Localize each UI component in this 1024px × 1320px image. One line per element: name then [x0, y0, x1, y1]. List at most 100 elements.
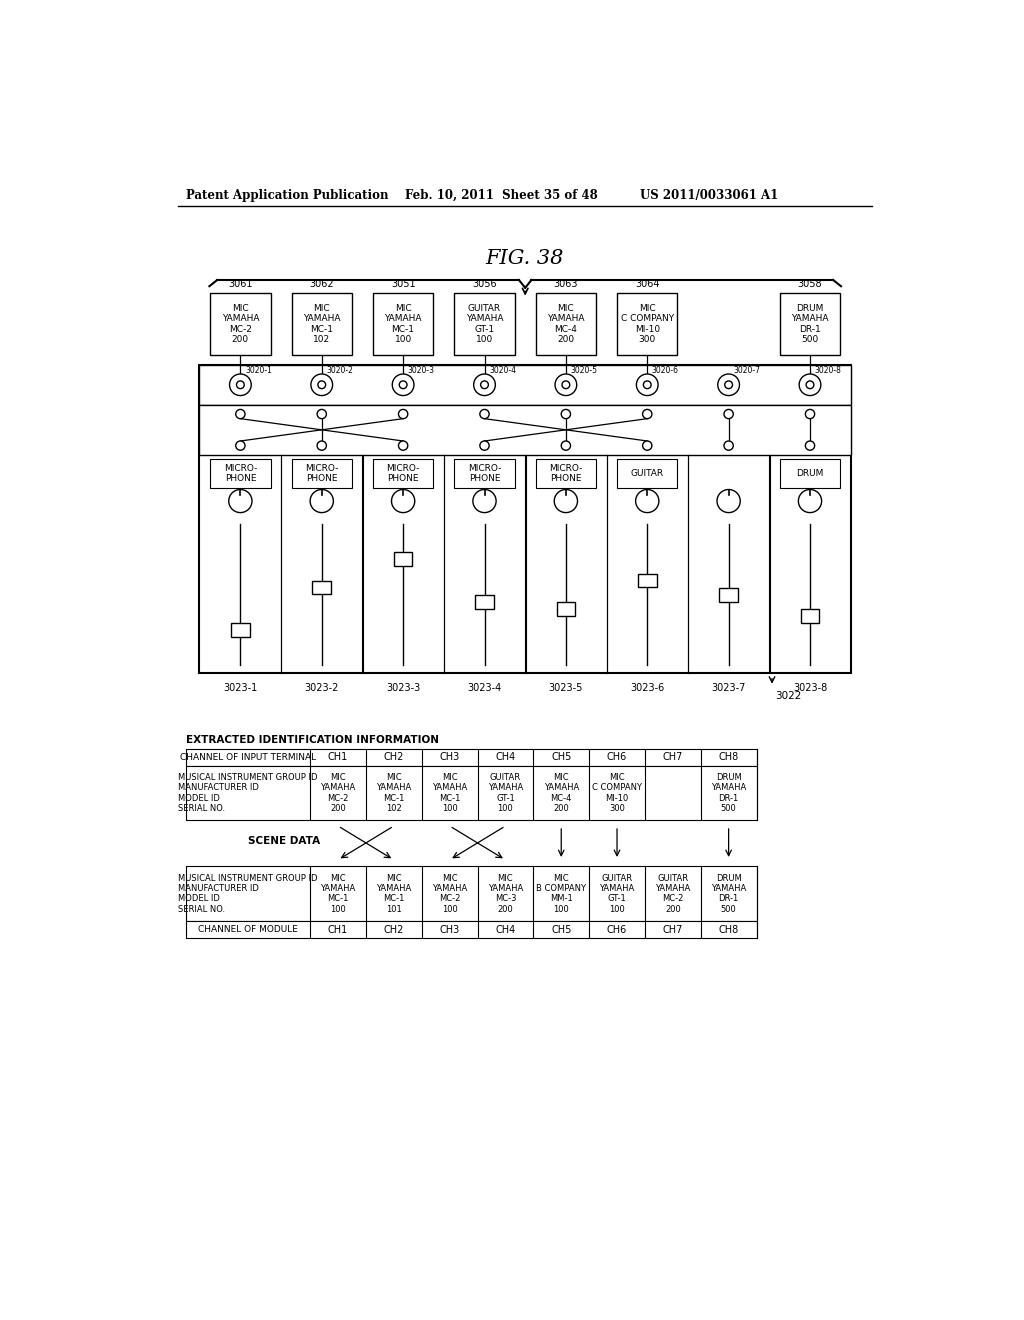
Circle shape: [392, 374, 414, 396]
Circle shape: [643, 381, 651, 388]
Text: CH8: CH8: [719, 925, 738, 935]
Text: MIC
YAMAHA
MC-1
102: MIC YAMAHA MC-1 102: [303, 304, 341, 345]
Text: MICRO-
PHONE: MICRO- PHONE: [305, 463, 339, 483]
Text: DRUM
YAMAHA
DR-1
500: DRUM YAMAHA DR-1 500: [792, 304, 828, 345]
Text: CH5: CH5: [551, 925, 571, 935]
Text: MIC
B COMPANY
MM-1
100: MIC B COMPANY MM-1 100: [537, 874, 586, 913]
Bar: [373, 459, 433, 488]
Bar: [312, 581, 331, 594]
Circle shape: [398, 409, 408, 418]
Text: MICRO-
PHONE: MICRO- PHONE: [223, 463, 257, 483]
Circle shape: [480, 409, 489, 418]
Text: MUSICAL INSTRUMENT GROUP ID
MANUFACTURER ID
MODEL ID
SERIAL NO.: MUSICAL INSTRUMENT GROUP ID MANUFACTURER…: [178, 772, 317, 813]
Text: 3023-7: 3023-7: [712, 684, 745, 693]
Circle shape: [555, 374, 577, 396]
Text: CH1: CH1: [328, 925, 348, 935]
Circle shape: [805, 441, 815, 450]
Bar: [719, 587, 738, 602]
Text: 3020-5: 3020-5: [570, 367, 598, 375]
Text: CH6: CH6: [607, 752, 627, 763]
Text: GUITAR
YAMAHA
GT-1
100: GUITAR YAMAHA GT-1 100: [466, 304, 503, 345]
Text: DRUM
YAMAHA
DR-1
500: DRUM YAMAHA DR-1 500: [711, 772, 746, 813]
Bar: [231, 623, 250, 636]
Text: CH1: CH1: [328, 752, 348, 763]
Text: 3064: 3064: [635, 279, 659, 289]
Text: MIC
C COMPANY
MI-10
300: MIC C COMPANY MI-10 300: [592, 772, 642, 813]
Bar: [779, 293, 841, 355]
Text: MIC
YAMAHA
MC-4
200: MIC YAMAHA MC-4 200: [547, 304, 585, 345]
Text: 3023-1: 3023-1: [223, 684, 257, 693]
Circle shape: [636, 490, 658, 512]
Bar: [200, 364, 851, 405]
Text: Feb. 10, 2011  Sheet 35 of 48: Feb. 10, 2011 Sheet 35 of 48: [406, 189, 598, 202]
Circle shape: [561, 441, 570, 450]
Circle shape: [317, 409, 327, 418]
Bar: [186, 866, 757, 921]
Circle shape: [724, 441, 733, 450]
Text: CH7: CH7: [663, 925, 683, 935]
Circle shape: [643, 441, 652, 450]
Circle shape: [554, 490, 578, 512]
Circle shape: [724, 409, 733, 418]
Circle shape: [229, 374, 251, 396]
Text: 3020-1: 3020-1: [245, 367, 272, 375]
Bar: [292, 459, 352, 488]
Text: MICRO-
PHONE: MICRO- PHONE: [386, 463, 420, 483]
Text: CH4: CH4: [496, 752, 515, 763]
Bar: [186, 748, 757, 766]
Text: MIC
YAMAHA
MC-4
200: MIC YAMAHA MC-4 200: [544, 772, 579, 813]
Text: MIC
YAMAHA
MC-1
101: MIC YAMAHA MC-1 101: [376, 874, 412, 913]
Circle shape: [236, 409, 245, 418]
Text: CH7: CH7: [663, 752, 683, 763]
Bar: [186, 921, 757, 939]
Text: MIC
YAMAHA
MC-1
100: MIC YAMAHA MC-1 100: [384, 304, 422, 345]
Text: DRUM: DRUM: [797, 469, 823, 478]
Text: CH2: CH2: [384, 752, 404, 763]
Text: CHANNEL OF INPUT TERMINAL: CHANNEL OF INPUT TERMINAL: [180, 752, 316, 762]
Text: 3020-7: 3020-7: [733, 367, 760, 375]
Circle shape: [236, 441, 245, 450]
Circle shape: [725, 381, 732, 388]
Bar: [200, 364, 851, 673]
Text: 3020-8: 3020-8: [815, 367, 842, 375]
Bar: [210, 293, 270, 355]
Text: CH4: CH4: [496, 925, 515, 935]
Text: 3020-4: 3020-4: [489, 367, 516, 375]
Text: 3020-6: 3020-6: [652, 367, 679, 375]
Text: GUITAR: GUITAR: [631, 469, 664, 478]
Bar: [455, 293, 515, 355]
Text: 3061: 3061: [228, 279, 253, 289]
Circle shape: [310, 490, 334, 512]
Bar: [536, 293, 596, 355]
Text: 3023-3: 3023-3: [386, 684, 420, 693]
Text: 3058: 3058: [798, 279, 822, 289]
Text: SCENE DATA: SCENE DATA: [248, 837, 321, 846]
Bar: [455, 459, 515, 488]
Text: MUSICAL INSTRUMENT GROUP ID
MANUFACTURER ID
MODEL ID
SERIAL NO.: MUSICAL INSTRUMENT GROUP ID MANUFACTURER…: [178, 874, 317, 913]
Text: CH5: CH5: [551, 752, 571, 763]
Bar: [394, 553, 413, 566]
Circle shape: [317, 441, 327, 450]
Circle shape: [480, 381, 488, 388]
Text: MICRO-
PHONE: MICRO- PHONE: [468, 463, 501, 483]
Circle shape: [237, 381, 245, 388]
Text: 3023-8: 3023-8: [793, 684, 827, 693]
Text: EXTRACTED IDENTIFICATION INFORMATION: EXTRACTED IDENTIFICATION INFORMATION: [186, 735, 439, 744]
Bar: [638, 574, 656, 587]
Bar: [617, 293, 678, 355]
Text: GUITAR
YAMAHA
MC-2
200: GUITAR YAMAHA MC-2 200: [655, 874, 690, 913]
Bar: [557, 602, 575, 615]
Circle shape: [228, 490, 252, 512]
Text: 3023-5: 3023-5: [549, 684, 583, 693]
Text: CH6: CH6: [607, 925, 627, 935]
Circle shape: [799, 374, 821, 396]
Circle shape: [474, 374, 496, 396]
Circle shape: [391, 490, 415, 512]
Text: 3023-6: 3023-6: [630, 684, 665, 693]
Text: Patent Application Publication: Patent Application Publication: [186, 189, 389, 202]
Text: GUITAR
YAMAHA
GT-1
100: GUITAR YAMAHA GT-1 100: [599, 874, 635, 913]
Circle shape: [398, 441, 408, 450]
Text: MIC
YAMAHA
MC-3
200: MIC YAMAHA MC-3 200: [487, 874, 523, 913]
Text: CH3: CH3: [439, 752, 460, 763]
Text: 3063: 3063: [554, 279, 579, 289]
